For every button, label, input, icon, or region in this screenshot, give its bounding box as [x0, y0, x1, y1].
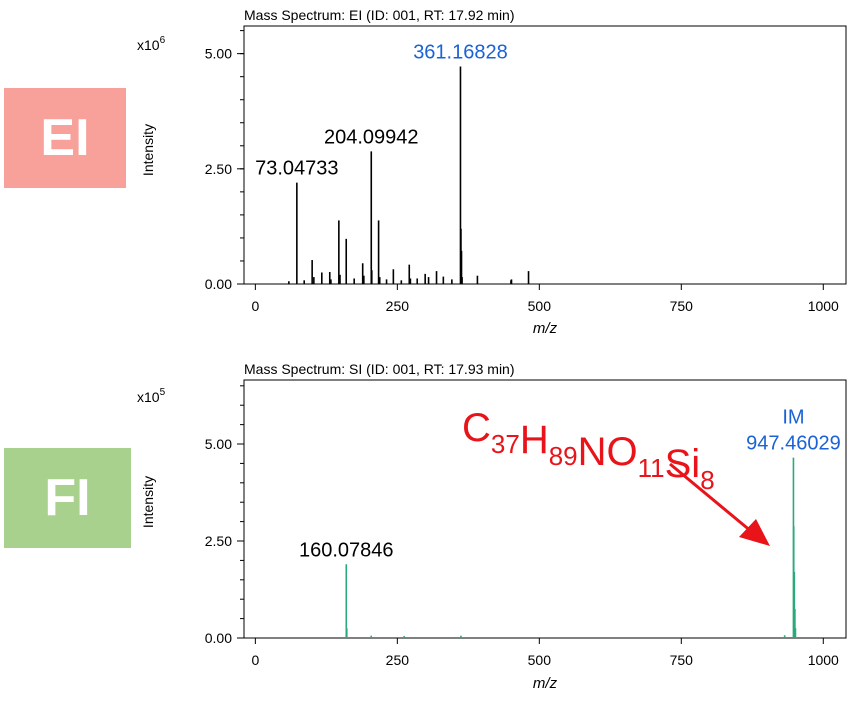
fi-peaks [345, 457, 797, 638]
fi-y-label: Intensity [140, 476, 156, 528]
formula-arrow [669, 462, 770, 546]
ei-peak-label: 204.09942 [324, 126, 419, 148]
ei-annotations: 73.04733 204.09942 361.16828 [255, 42, 508, 180]
fi-xtick-label: 250 [386, 652, 410, 668]
ei-plot-frame [243, 25, 847, 285]
fi-xtick-label: 0 [251, 652, 259, 668]
fi-badge-label: FI [44, 469, 91, 527]
fi-ytick-label: 5.00 [205, 436, 232, 452]
ei-panel: Mass Spectrum: EI (ID: 001, RT: 17.92 mi… [137, 7, 847, 337]
fi-multiplier: x105 [137, 387, 166, 405]
fi-xtick-label: 1000 [808, 652, 839, 668]
fi-y-ticks: 0.00 2.50 5.00 [205, 436, 244, 646]
ei-multiplier: x106 [137, 35, 166, 53]
ei-multiplier-exp: 6 [160, 35, 166, 46]
fi-y-minor-ticks [240, 385, 244, 639]
formula-arrow-head [739, 519, 770, 546]
molecular-formula: C37H89NO11Si8 [462, 406, 715, 495]
ei-badge-label: EI [40, 109, 90, 167]
ei-xtick-label: 1000 [808, 298, 839, 314]
formula-element: H [520, 418, 549, 462]
ei-multiplier-base: x10 [137, 37, 160, 53]
ei-xtick-label: 250 [386, 298, 410, 314]
ei-ytick-label: 0.00 [205, 276, 232, 292]
fi-ytick-label: 0.00 [205, 630, 232, 646]
fi-panel: Mass Spectrum: SI (ID: 001, RT: 17.93 mi… [137, 361, 847, 692]
fi-badge: FI [4, 448, 131, 548]
ei-xtick-label: 0 [251, 298, 259, 314]
ei-peak-label: 361.16828 [413, 42, 508, 64]
fi-xtick-label: 500 [528, 652, 552, 668]
ei-y-axis: 0.00 2.50 5.00 [205, 26, 245, 292]
fi-peak-label-top: IM [782, 407, 804, 429]
formula-element: Si [665, 442, 701, 486]
ei-peak-label: 73.04733 [255, 158, 338, 180]
fi-ytick-label: 2.50 [205, 533, 232, 549]
ei-x-ticks: 0 250 500 750 1000 [251, 284, 839, 314]
ei-y-minor-ticks [240, 30, 244, 285]
formula-subscript: 11 [638, 453, 665, 483]
fi-annotations: 160.07846 947.46029 IM [299, 407, 841, 562]
fi-y-axis: 0.00 2.50 5.00 [205, 380, 245, 646]
formula-subscript: 8 [700, 465, 714, 495]
ei-chart-title: Mass Spectrum: EI (ID: 001, RT: 17.92 mi… [244, 7, 515, 23]
fi-chart-title: Mass Spectrum: SI (ID: 001, RT: 17.93 mi… [244, 361, 515, 377]
ei-ytick-label: 2.50 [205, 161, 232, 177]
formula-subscript: 37 [491, 429, 520, 459]
ei-ytick-label: 5.00 [205, 46, 232, 62]
fi-multiplier-base: x10 [137, 389, 160, 405]
formula-arrow-shaft [669, 462, 753, 534]
fi-x-ticks: 0 250 500 750 1000 [251, 638, 839, 668]
fi-multiplier-exp: 5 [160, 387, 166, 398]
formula-element: C [462, 406, 491, 450]
ei-badge: EI [4, 88, 126, 188]
ei-y-ticks: 0.00 2.50 5.00 [205, 46, 244, 292]
fi-xtick-label: 750 [670, 652, 694, 668]
formula-element: NO [578, 430, 638, 474]
fi-peak-label: 947.46029 [746, 433, 841, 455]
ei-peaks [288, 66, 530, 284]
fi-peak-label: 160.07846 [299, 539, 394, 561]
ei-x-label: m/z [533, 320, 558, 337]
formula-subscript: 89 [549, 441, 578, 471]
ei-xtick-label: 500 [528, 298, 552, 314]
fi-x-label: m/z [533, 675, 558, 692]
ei-y-label: Intensity [140, 124, 156, 176]
ei-xtick-label: 750 [670, 298, 694, 314]
